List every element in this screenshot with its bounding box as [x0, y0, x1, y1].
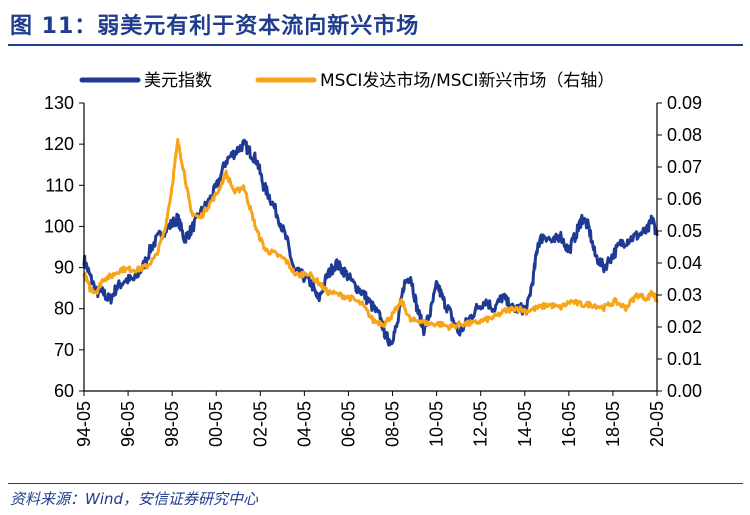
axes-layer: 130 120 110 100 90 80 70 60 0.09 0.08 0.07 0.06 0.05… — [44, 93, 702, 447]
x-tick-label: 00-05 — [206, 401, 226, 447]
legend-label: 美元指数 — [144, 71, 212, 91]
right-tick-label: 0.03 — [667, 285, 702, 305]
right-tick-label: 0.07 — [667, 157, 702, 177]
x-tick-label: 96-05 — [118, 401, 138, 447]
legend-label: MSCI发达市场/MSCI新兴市场（右轴） — [320, 71, 614, 91]
x-tick-label: 94-05 — [74, 401, 94, 447]
x-tick-label: 04-05 — [294, 401, 314, 447]
x-tick-label: 10-05 — [427, 401, 447, 447]
left-tick-label: 90 — [54, 258, 74, 278]
right-tick-label: 0.01 — [667, 349, 702, 369]
series-line-usd-index — [82, 138, 659, 347]
left-tick-label: 110 — [45, 175, 74, 195]
right-tick-label: 0.02 — [667, 317, 702, 337]
x-tick-label: 12-05 — [471, 401, 491, 447]
left-tick-label: 70 — [54, 340, 74, 360]
chart: 美元指数 MSCI发达市场/MSCI新兴市场（右轴） 130 120 110 100 90… — [44, 71, 702, 447]
x-tick-label: 98-05 — [162, 401, 182, 447]
right-tick-label: 0.05 — [667, 221, 702, 241]
right-tick-label: 0.08 — [667, 125, 702, 145]
left-tick-label: 100 — [44, 216, 74, 236]
x-tick-label: 20-05 — [647, 401, 667, 447]
x-tick-label: 06-05 — [338, 401, 358, 447]
x-tick-label: 18-05 — [603, 401, 623, 447]
right-tick-label: 0.06 — [667, 189, 702, 209]
right-tick-label: 0.09 — [667, 93, 702, 113]
left-tick-label: 80 — [54, 299, 74, 319]
footer-rule — [8, 483, 743, 484]
legend: 美元指数 MSCI发达市场/MSCI新兴市场（右轴） — [79, 71, 614, 91]
figure-title: 图 11：弱美元有利于资本流向新兴市场 — [10, 14, 420, 39]
source-note: 资料来源：Wind，安信证券研究中心 — [10, 490, 259, 508]
x-tick-label: 14-05 — [515, 401, 535, 447]
left-tick-label: 60 — [54, 381, 74, 401]
right-tick-label: 0.04 — [667, 253, 702, 273]
series-layer — [82, 138, 659, 347]
right-tick-label: 0.00 — [667, 381, 702, 401]
x-tick-label: 02-05 — [250, 401, 270, 447]
series-line-msci-ratio — [82, 138, 659, 331]
left-tick-label: 120 — [44, 134, 74, 154]
x-tick-label: 08-05 — [383, 401, 403, 447]
x-tick-label: 16-05 — [559, 401, 579, 447]
title-rule — [8, 44, 743, 46]
left-tick-label: 130 — [44, 93, 74, 113]
